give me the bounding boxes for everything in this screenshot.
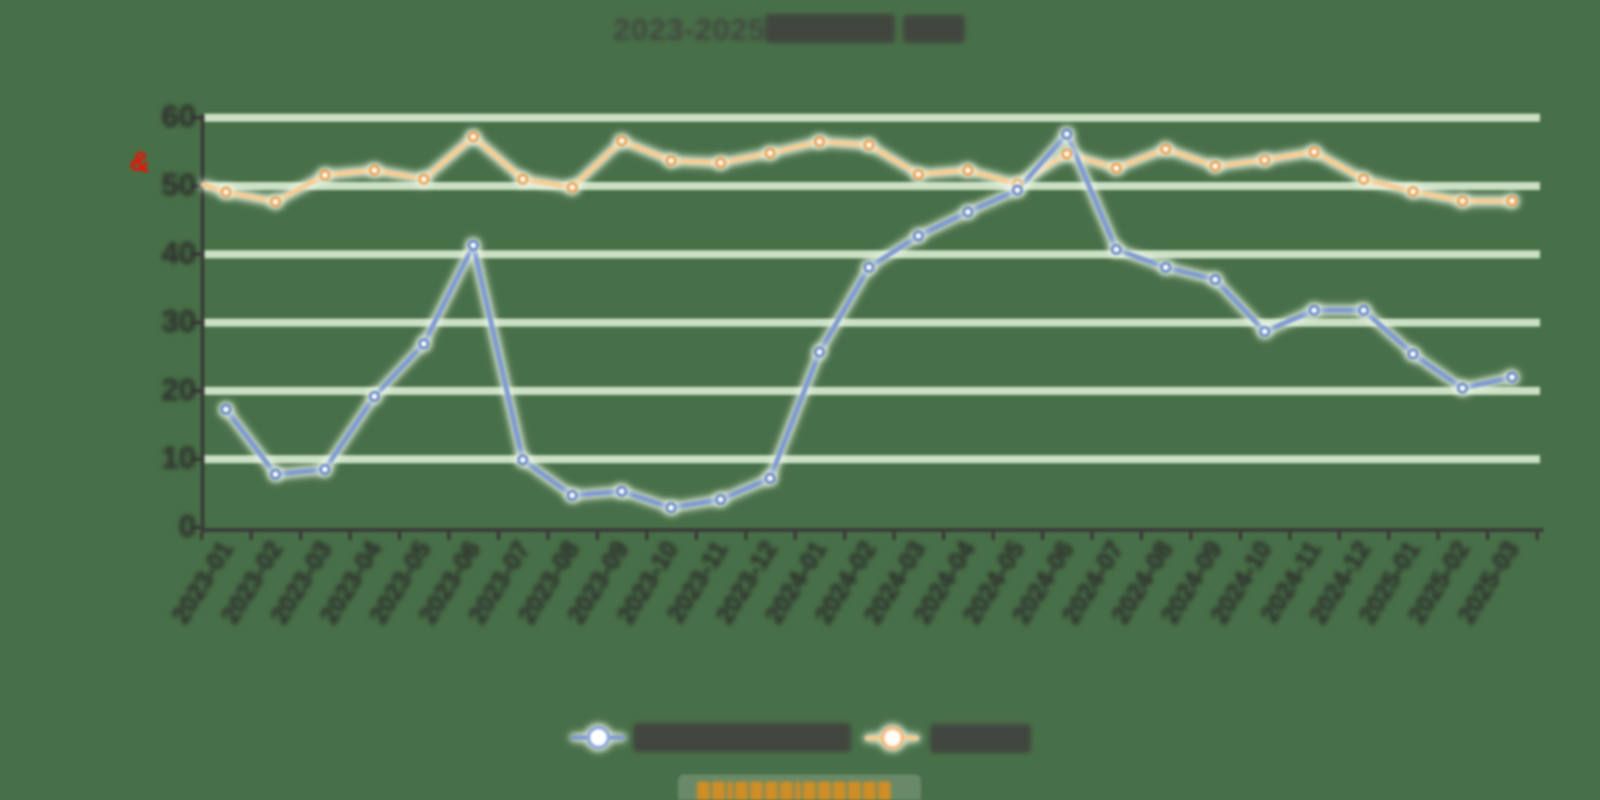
svg-text:50: 50 [162,167,196,202]
svg-text:40: 40 [162,235,196,270]
svg-text:2023-2025: 2023-2025 [613,12,766,47]
svg-text:60: 60 [162,99,196,134]
svg-text:0: 0 [179,509,196,544]
svg-text:&: & [128,145,152,179]
svg-text:30: 30 [162,304,196,339]
svg-text:20: 20 [162,372,196,407]
svg-text:10: 10 [162,440,196,475]
